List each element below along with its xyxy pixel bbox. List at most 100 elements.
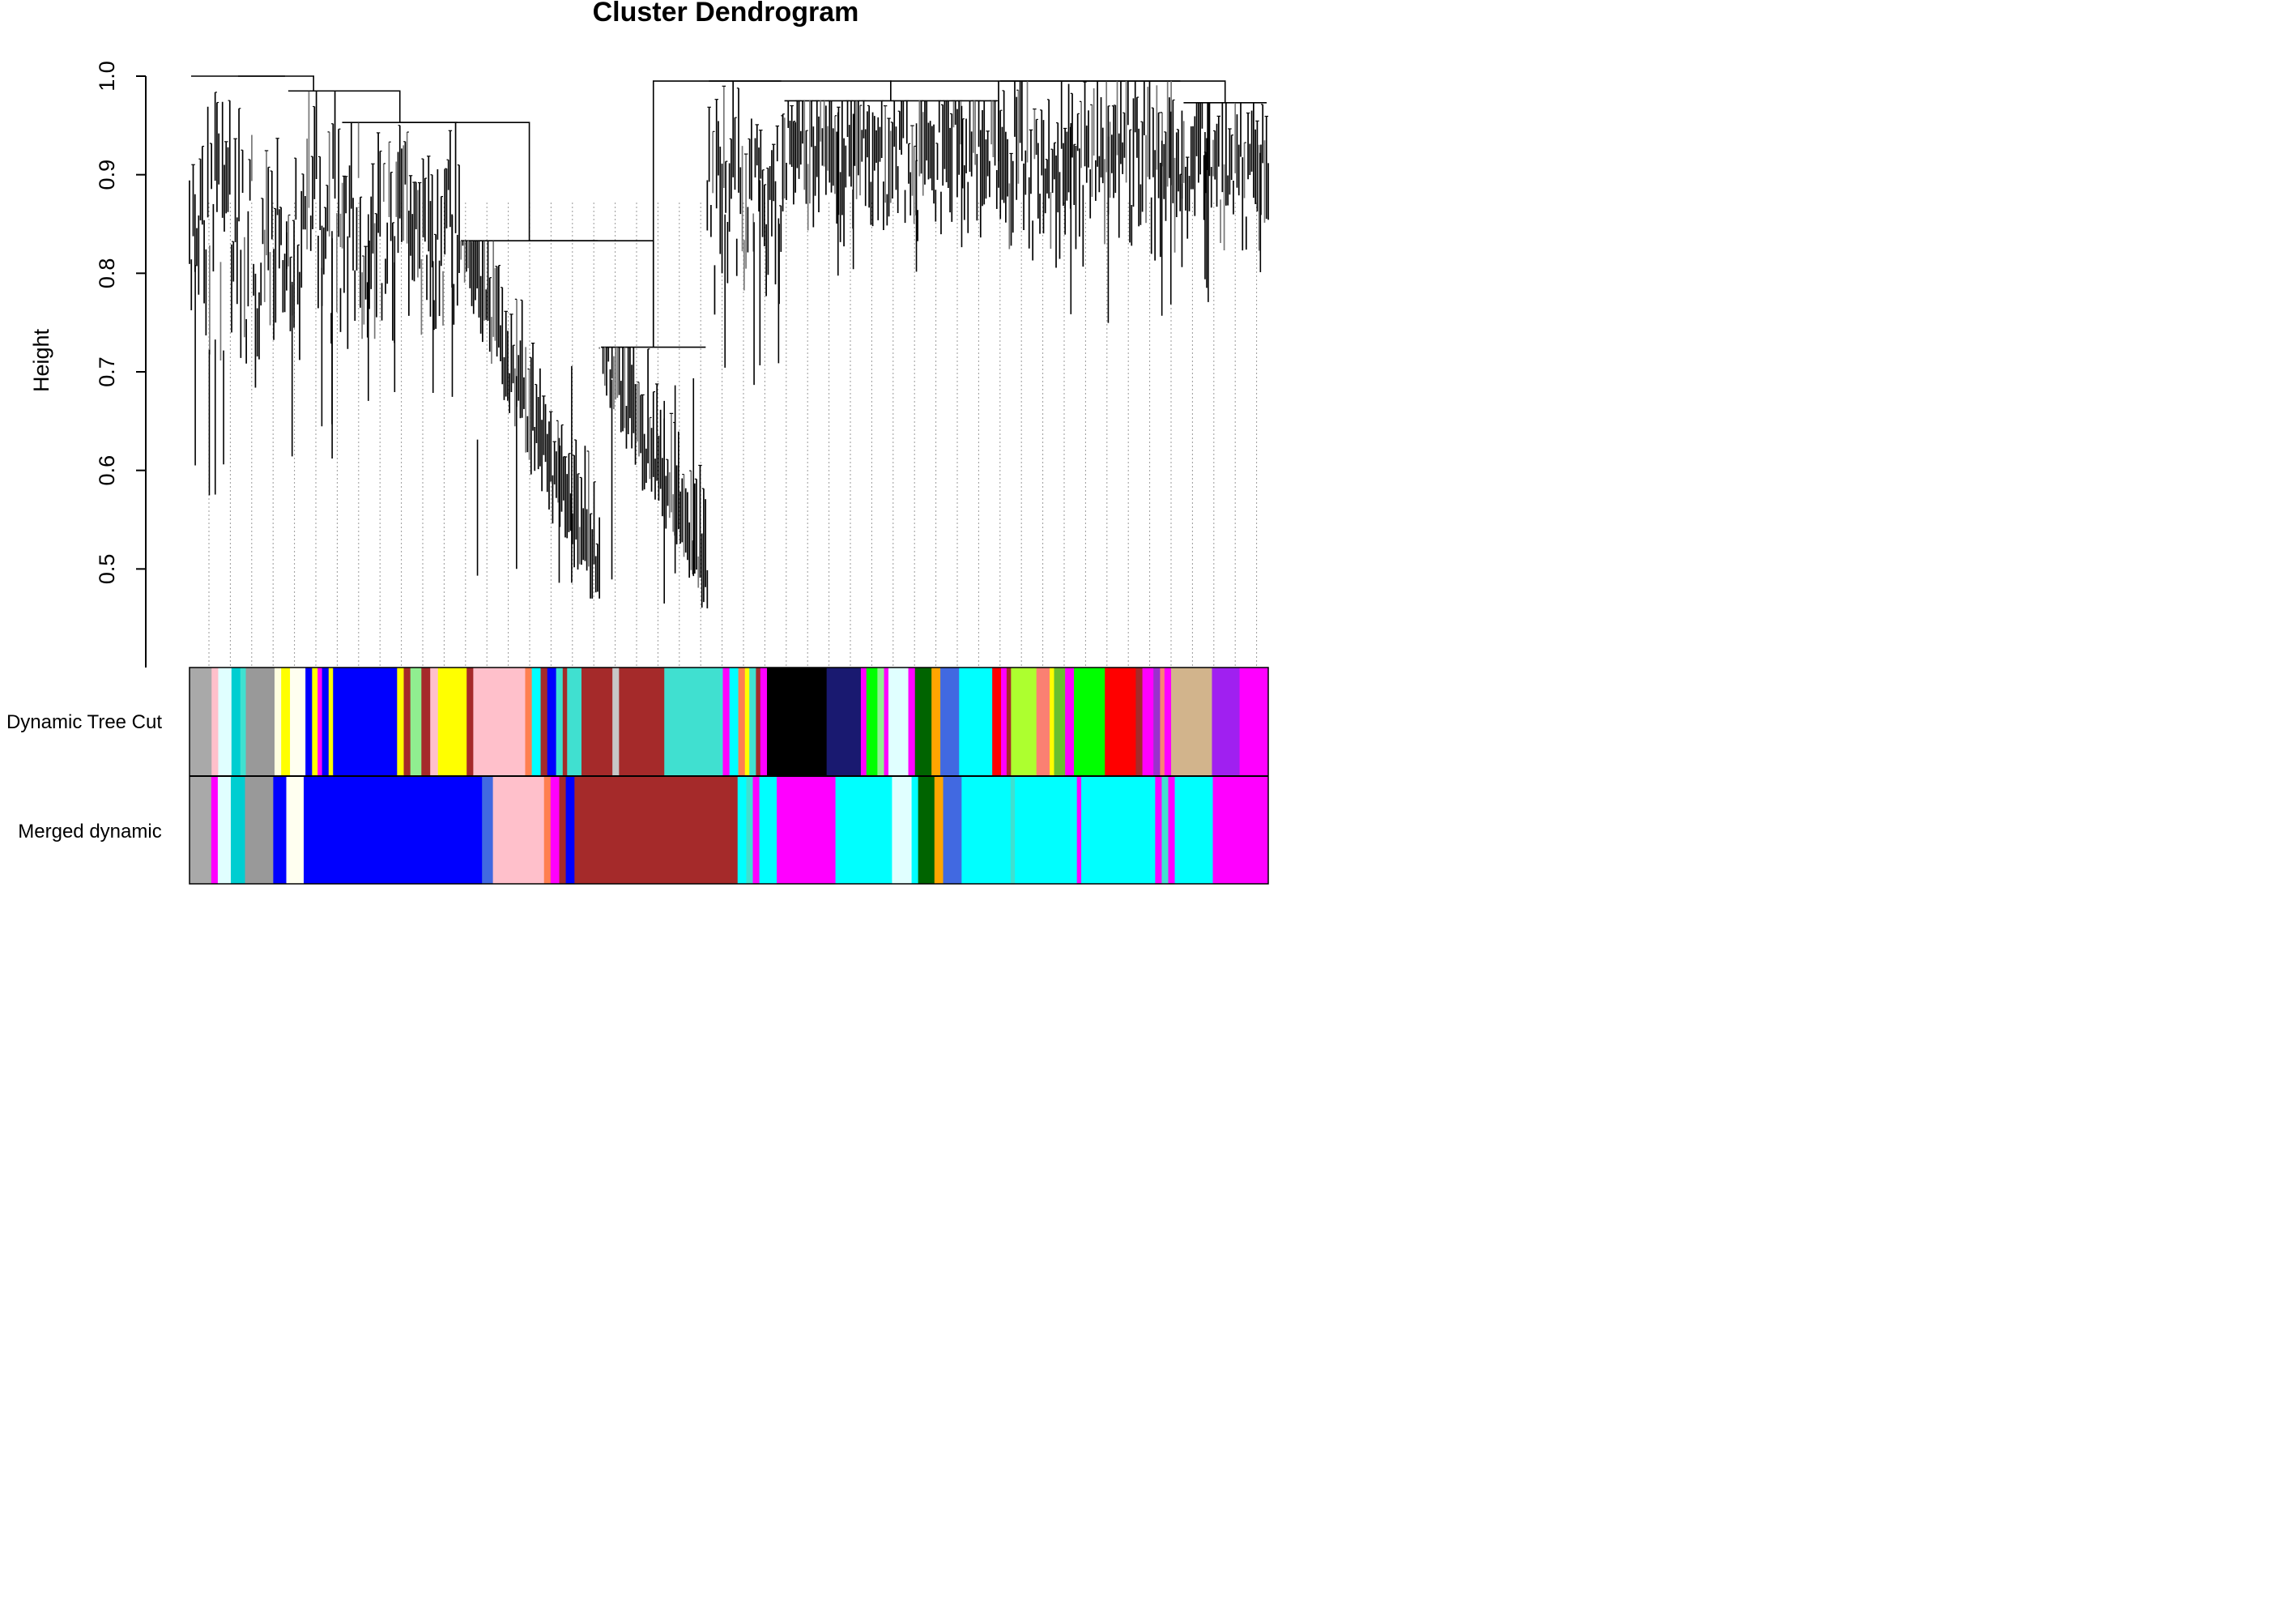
color-segment [403,668,411,776]
color-segment [562,668,568,776]
color-segment [581,668,613,776]
color-segment [565,776,575,884]
color-segment [1074,668,1105,776]
color-segment [737,776,747,884]
y-tick-label: 0.6 [95,455,119,486]
y-tick-label: 0.7 [95,356,119,387]
color-segment [744,668,750,776]
color-segment [1050,668,1054,776]
color-segment [738,668,746,776]
color-segment [550,776,560,884]
color-segment [240,668,246,776]
color-segment [1168,776,1175,884]
dendrogram-connector [890,80,1091,101]
color-segment [290,668,306,776]
color-segment [231,668,241,776]
color-segment [1212,668,1240,776]
color-segment [918,776,935,884]
color-segment [1212,776,1269,884]
color-segment [333,668,398,776]
color-segment [860,668,867,776]
color-segment [1161,776,1169,884]
color-segment [559,776,566,884]
color-segment [866,668,878,776]
color-segment [777,776,836,884]
y-axis-label: Height [29,328,53,392]
color-segment [430,668,439,776]
color-segment [1171,668,1212,776]
chart-title: Cluster Dendrogram [593,0,859,28]
color-segment [556,668,564,776]
dendrogram-connector [1090,80,1226,103]
y-axis: 0.5 0.6 0.7 0.8 0.9 1.0 [95,61,147,668]
color-segment [217,776,232,884]
color-segment [1081,776,1156,884]
color-segment [190,668,212,776]
y-tick-label: 1.0 [95,61,119,92]
color-segment [211,668,219,776]
color-segment [1001,668,1007,776]
color-segment [908,668,916,776]
color-segment [286,776,305,884]
color-segment [567,668,582,776]
color-segment [231,776,245,884]
color-segment [531,668,541,776]
color-segment [884,668,889,776]
y-tick-label: 0.5 [95,554,119,585]
color-segment [959,668,993,776]
dendrogram-tree [189,75,1269,668]
color-segment [274,668,282,776]
color-segment [961,776,1012,884]
color-segment [892,776,912,884]
color-segment [1015,776,1078,884]
dendrogram-connector [313,90,401,123]
color-segment [759,776,777,884]
color-segment [835,776,892,884]
row-label-dynamic-tree-cut: Dynamic Tree Cut [6,711,162,733]
color-segment [317,668,323,776]
color-segment [1065,668,1075,776]
color-segment [1011,668,1037,776]
color-segment [931,668,941,776]
color-segment [574,776,739,884]
color-segment [492,776,545,884]
color-segment [410,668,422,776]
dendrogram-connector [529,240,654,348]
color-segment [934,776,944,884]
color-segment [943,776,962,884]
color-segment [312,668,318,776]
color-segment [281,668,291,776]
color-segment [1155,776,1162,884]
color-segment [826,668,862,776]
color-segment [888,668,909,776]
color-segment [482,776,494,884]
y-tick-label: 0.8 [95,258,119,289]
color-segment [543,776,552,884]
color-segment [1036,668,1050,776]
cluster-dendrogram-figure: Cluster Dendrogram 0.5 0.6 0.7 0.8 0.9 1.0 He… [6,0,1269,885]
dendrogram-connector [744,80,892,101]
color-segment [466,668,474,776]
color-segment [303,776,483,884]
color-segment [767,668,828,776]
row-label-merged-dynamic: Merged dynamic [18,821,161,843]
color-segment [273,776,287,884]
color-segment [749,668,756,776]
color-segment [992,668,1002,776]
color-segment [305,668,313,776]
color-segment [1054,668,1066,776]
color-segment [914,668,932,776]
y-tick-label: 0.9 [95,160,119,190]
color-segment [1105,668,1136,776]
color-segment [328,668,334,776]
color-segment [525,668,533,776]
color-segment [1153,668,1161,776]
color-segment [1076,776,1082,884]
color-segment [877,668,884,776]
module-color-bars [189,667,1269,885]
color-segment [473,668,526,776]
color-segment [1006,668,1012,776]
color-segment [437,668,467,776]
color-segment [421,668,431,776]
color-segment [547,668,557,776]
